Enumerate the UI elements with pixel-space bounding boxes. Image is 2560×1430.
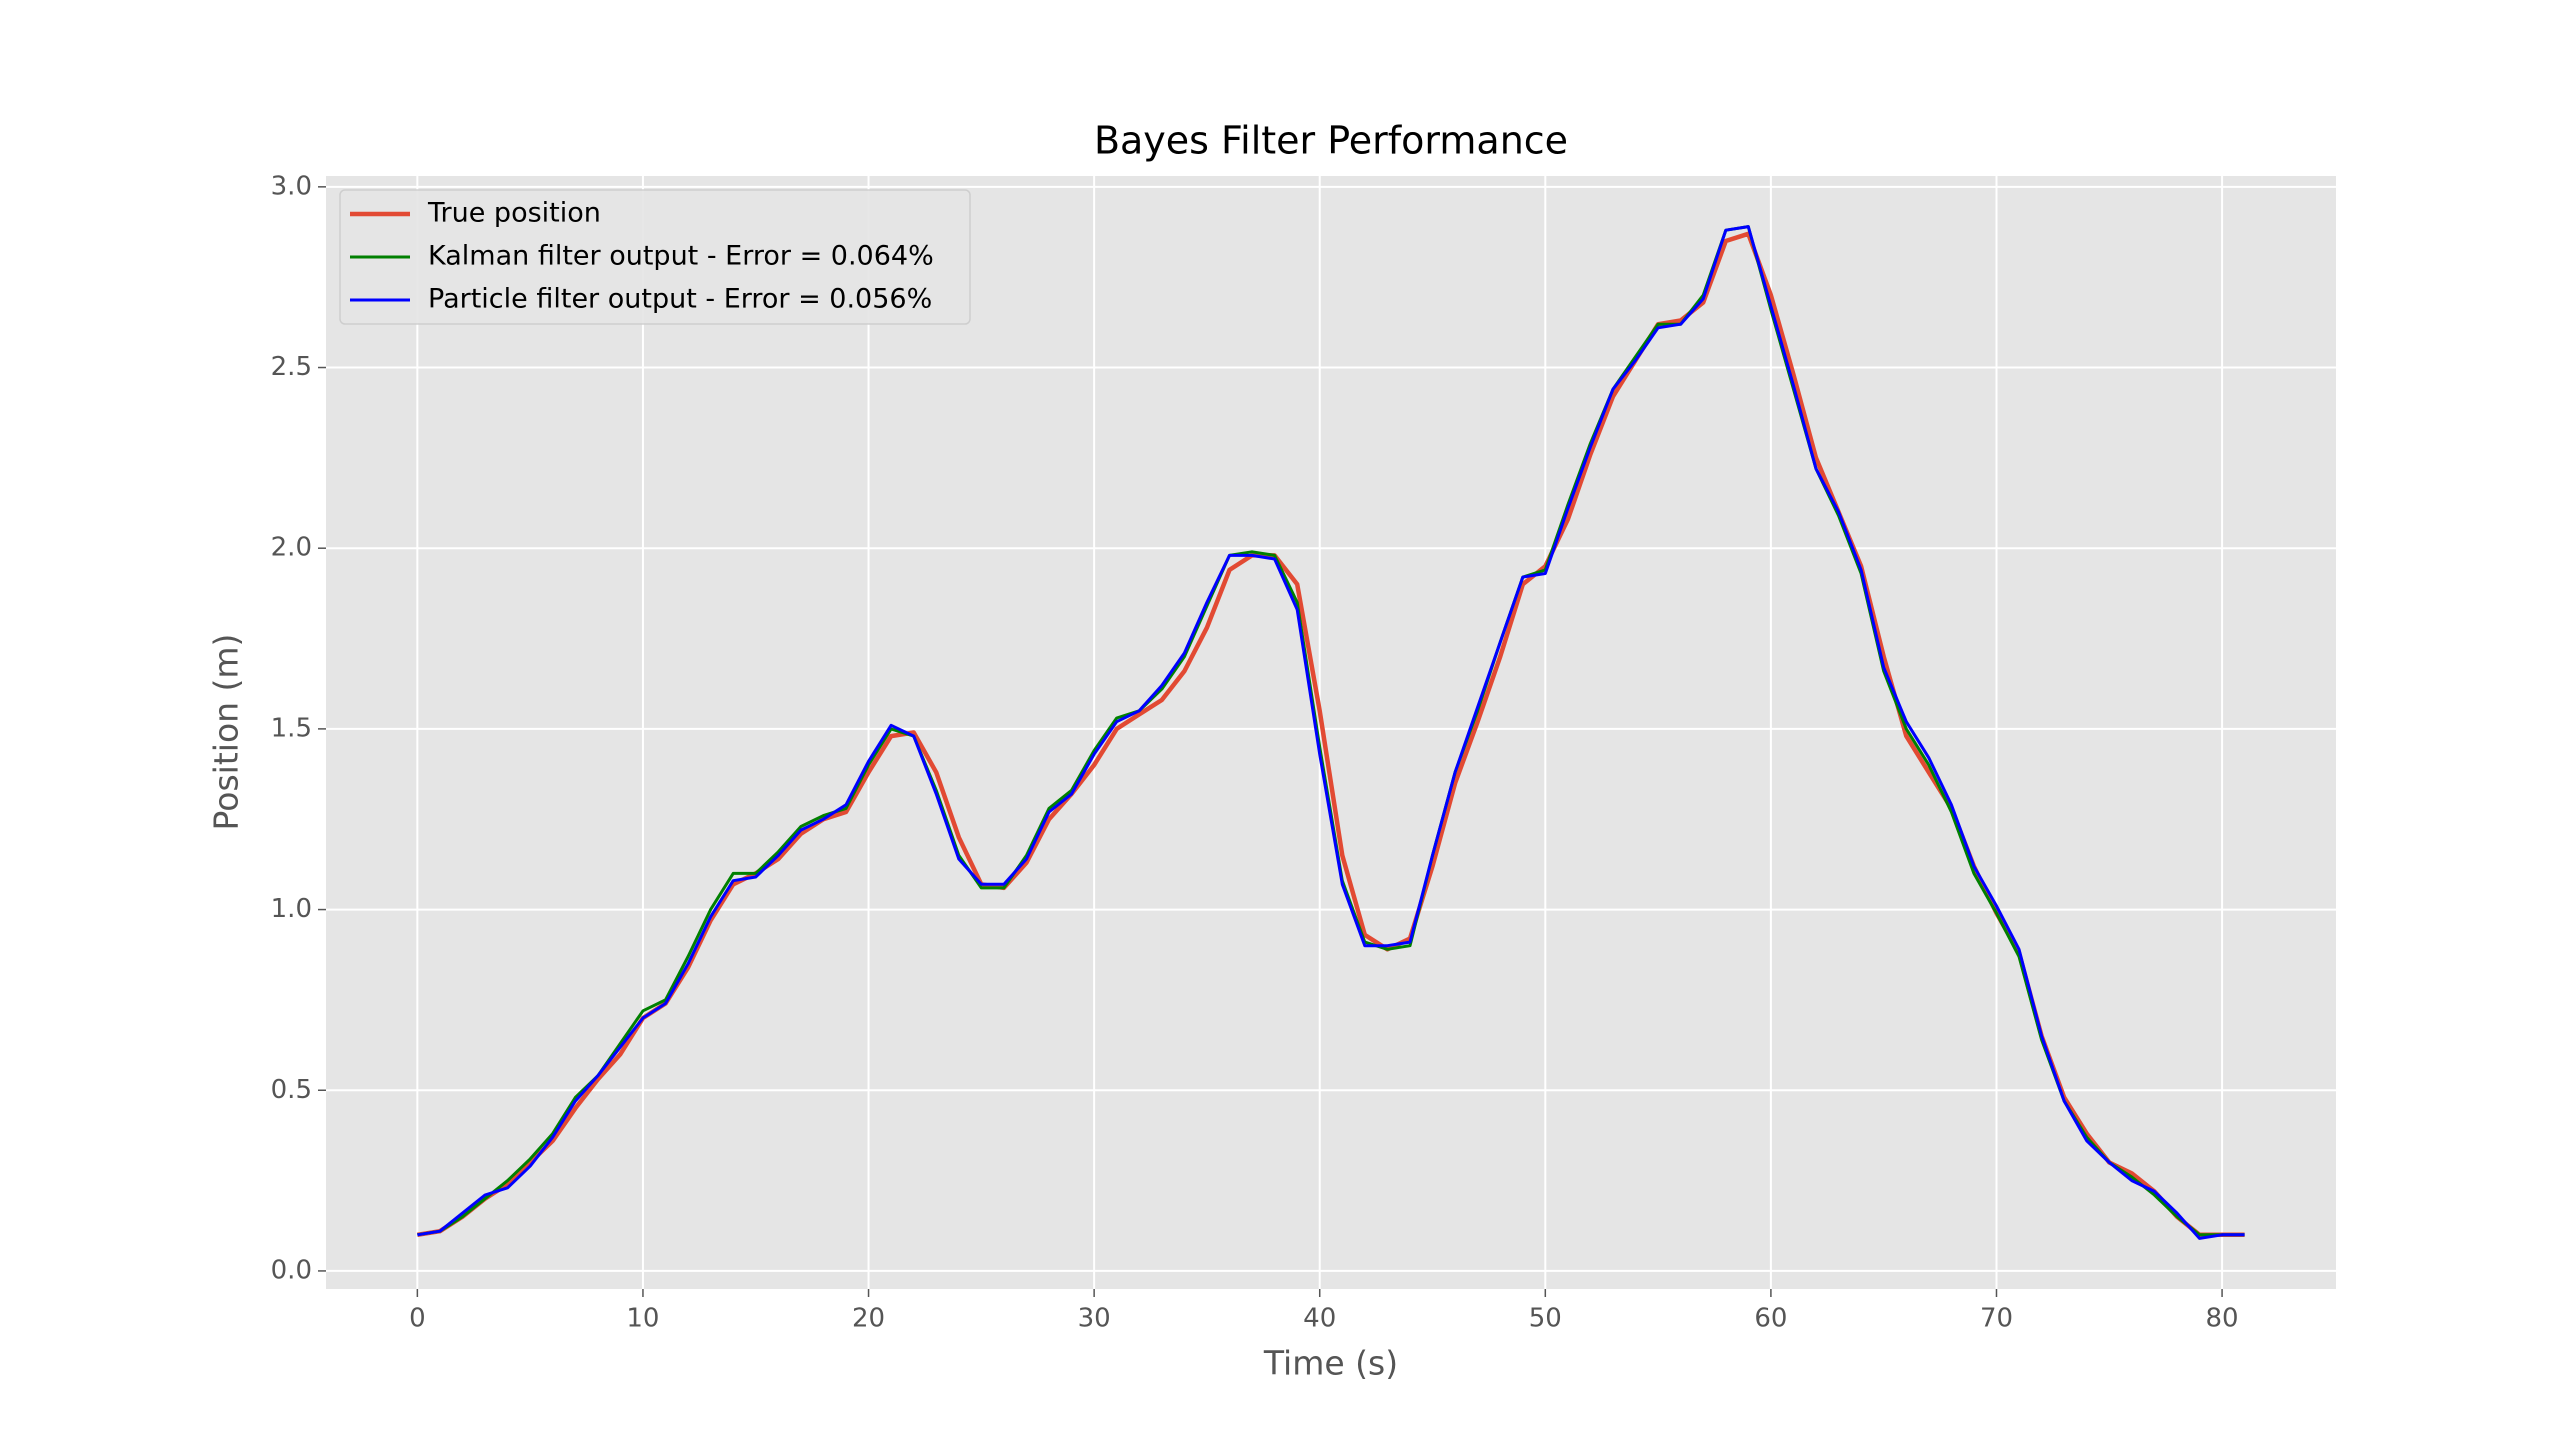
x-axis-label: Time (s) (1263, 1344, 1398, 1383)
plot-area (326, 176, 2336, 1289)
chart-title: Bayes Filter Performance (1094, 119, 1568, 163)
x-tick-label: 70 (1980, 1304, 2013, 1334)
x-tick-label: 40 (1303, 1304, 1336, 1334)
series-line (417, 225, 2245, 1240)
grid (326, 176, 2336, 1289)
x-tick-label: 80 (2206, 1304, 2239, 1334)
legend-label: Particle filter output - Error = 0.056% (428, 284, 932, 315)
y-tick-label: 2.0 (271, 533, 312, 563)
legend-label: Kalman filter output - Error = 0.064% (428, 241, 934, 272)
x-tick-label: 60 (1754, 1304, 1787, 1334)
lines (417, 225, 2245, 1240)
x-tick-label: 30 (1078, 1304, 1111, 1334)
x-tick-label: 20 (852, 1304, 885, 1334)
x-tick-label: 50 (1529, 1304, 1562, 1334)
x-tick-label: 0 (409, 1304, 426, 1334)
y-tick-label: 1.5 (271, 713, 312, 743)
legend-box (339, 189, 971, 325)
y-tick-label: 0.5 (271, 1075, 312, 1105)
y-tick-label: 1.0 (271, 894, 312, 924)
legend: True position Kalman filter output - Erro… (339, 189, 971, 325)
legend-label: True position (427, 198, 601, 229)
y-axis-label: Position (m) (207, 634, 246, 831)
x-tick-label: 10 (626, 1304, 659, 1334)
y-tick-label: 0.0 (271, 1255, 312, 1285)
y-tick-label: 3.0 (271, 171, 312, 201)
y-tick-label: 2.5 (271, 352, 312, 382)
